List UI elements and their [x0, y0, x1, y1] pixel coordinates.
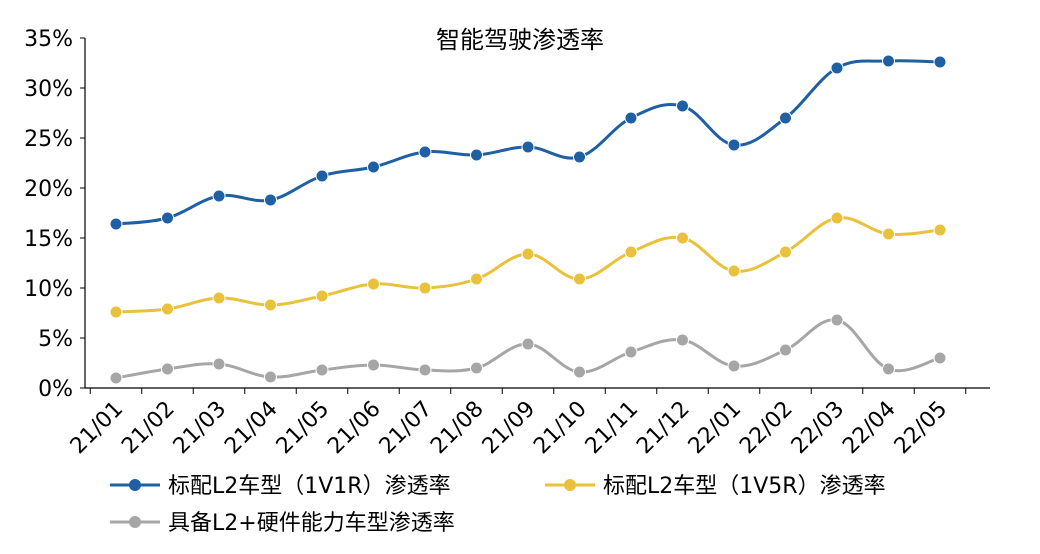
- data-point: [109, 217, 123, 231]
- x-tick-label: 22/04: [838, 397, 901, 460]
- x-tick-label: 21/01: [66, 397, 129, 460]
- data-point: [521, 140, 535, 154]
- x-tick-label: 21/02: [117, 397, 180, 460]
- x-tick-label: 21/10: [529, 397, 592, 460]
- x-tick-label: 21/12: [632, 397, 695, 460]
- data-point: [470, 361, 483, 375]
- data-point: [315, 169, 329, 183]
- x-tick-label: 21/07: [375, 397, 438, 460]
- data-point: [573, 150, 586, 164]
- data-point: [779, 111, 792, 125]
- series-layer: [109, 54, 947, 385]
- data-point: [573, 272, 586, 286]
- data-point: [367, 277, 380, 291]
- data-point: [212, 291, 226, 305]
- x-tick-label: 22/02: [735, 397, 798, 460]
- legend: 标配L2车型（1V1R）渗透率 标配L2车型（1V5R）渗透率具备L2+硬件能力车…: [110, 474, 886, 536]
- legend-label: 标配L2车型（1V1R）渗透率: [168, 474, 451, 499]
- data-point: [830, 313, 844, 327]
- data-point: [418, 281, 432, 295]
- data-point: [624, 111, 638, 125]
- data-point: [624, 345, 638, 359]
- data-point: [470, 148, 483, 162]
- data-point: [727, 138, 741, 152]
- data-point: [367, 160, 380, 174]
- data-point: [521, 337, 535, 351]
- data-point: [779, 245, 792, 259]
- data-point: [212, 357, 226, 371]
- data-point: [676, 231, 689, 245]
- y-tick-label: 5%: [38, 327, 73, 352]
- data-point: [830, 61, 844, 75]
- data-point: [212, 189, 226, 203]
- data-point: [727, 359, 741, 373]
- legend-swatch-marker: [129, 516, 141, 528]
- data-point: [161, 211, 174, 225]
- x-tick-label: 21/05: [272, 397, 335, 460]
- data-point: [676, 99, 689, 113]
- y-tick-label: 30%: [24, 77, 73, 102]
- data-point: [624, 245, 638, 259]
- data-point: [264, 370, 277, 384]
- y-tick-label: 0%: [38, 377, 73, 402]
- data-point: [109, 371, 123, 385]
- data-point: [882, 362, 895, 376]
- data-point: [470, 272, 483, 286]
- data-point: [933, 351, 947, 365]
- x-tick-label: 21/06: [323, 397, 386, 460]
- legend-label: 具备L2+硬件能力车型渗透率: [168, 511, 455, 536]
- data-point: [161, 362, 174, 376]
- data-point: [264, 298, 277, 312]
- y-tick-label: 35%: [24, 27, 73, 52]
- y-tick-label: 10%: [24, 277, 73, 302]
- legend-item: 标配L2车型（1V5R）渗透率: [545, 474, 886, 499]
- data-point: [315, 363, 329, 377]
- data-point: [727, 264, 741, 278]
- y-tick-label: 25%: [24, 127, 73, 152]
- data-point: [109, 305, 123, 319]
- x-tick-label: 21/03: [169, 397, 232, 460]
- data-point: [161, 302, 174, 316]
- data-point: [882, 54, 895, 68]
- data-point: [933, 223, 947, 237]
- data-point: [676, 333, 689, 347]
- series-1: [109, 54, 947, 231]
- series-2: [109, 211, 947, 319]
- data-point: [573, 365, 586, 379]
- data-point: [779, 343, 792, 357]
- y-tick-label: 15%: [24, 227, 73, 252]
- data-point: [830, 211, 844, 225]
- x-tick-label: 22/03: [787, 397, 850, 460]
- data-point: [521, 247, 535, 261]
- x-tick-label: 21/08: [426, 397, 489, 460]
- legend-swatch-marker: [129, 479, 141, 491]
- x-tick-label: 21/11: [581, 397, 644, 460]
- axes: 0%5%10%15%20%25%30%35%21/0121/0221/0321/…: [24, 27, 990, 459]
- data-point: [933, 55, 947, 69]
- x-tick-label: 22/01: [684, 397, 747, 460]
- y-tick-label: 20%: [24, 177, 73, 202]
- legend-item: 标配L2车型（1V1R）渗透率: [110, 474, 451, 499]
- legend-swatch-marker: [564, 479, 576, 491]
- data-point: [264, 193, 277, 207]
- legend-item: 具备L2+硬件能力车型渗透率: [110, 511, 455, 536]
- legend-label: 标配L2车型（1V5R）渗透率: [603, 474, 886, 499]
- data-point: [418, 145, 432, 159]
- data-point: [882, 227, 895, 241]
- x-tick-label: 22/05: [890, 397, 953, 460]
- chart-title: 智能驾驶渗透率: [436, 26, 604, 54]
- x-tick-label: 21/09: [478, 397, 541, 460]
- data-point: [418, 363, 432, 377]
- data-point: [315, 289, 329, 303]
- series-3: [109, 313, 947, 385]
- series-line: [115, 216, 941, 314]
- data-point: [367, 358, 380, 372]
- x-tick-label: 21/04: [220, 397, 283, 460]
